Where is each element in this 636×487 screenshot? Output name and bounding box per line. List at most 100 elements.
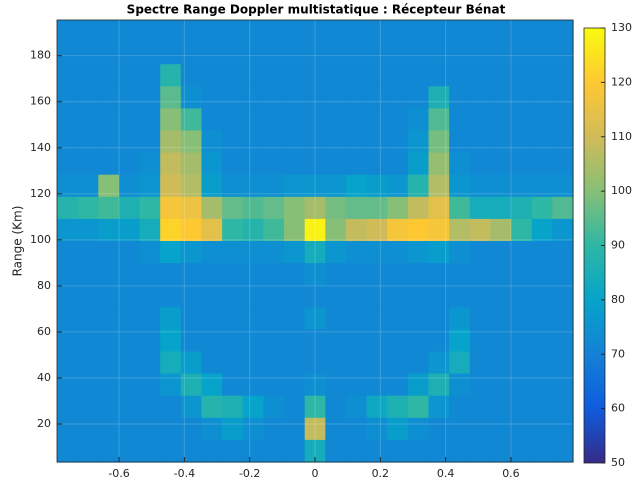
heat-cell [57, 417, 79, 441]
heat-cell [366, 152, 388, 176]
heat-cell [366, 108, 388, 132]
heat-cell [263, 285, 285, 308]
heat-cell [490, 130, 512, 154]
heat-cell [284, 241, 306, 264]
heat-cell [407, 351, 430, 375]
heat-cell [57, 42, 79, 65]
heat-cell [242, 395, 264, 419]
heat-cell [366, 196, 388, 220]
heat-cell [242, 42, 264, 65]
heat-cell [77, 174, 99, 198]
heat-cell [242, 64, 264, 87]
heat-cell [242, 417, 264, 441]
heat-cell [511, 86, 533, 109]
x-tick-label: 0.6 [502, 467, 520, 480]
heat-cell [242, 86, 264, 109]
heat-cell [201, 241, 223, 264]
y-tick-label: 120 [30, 187, 51, 200]
heat-cell [490, 108, 512, 132]
heat-cell [511, 307, 533, 330]
heat-cell [428, 196, 450, 220]
heat-cell [366, 42, 388, 65]
heat-cell [325, 174, 347, 198]
heat-cell [139, 152, 161, 176]
heat-cell [222, 152, 244, 176]
heat-cell [552, 439, 574, 463]
heat-cell [407, 196, 430, 220]
heat-cell [490, 329, 512, 353]
heat-cell [407, 439, 430, 463]
heat-cell [531, 263, 553, 286]
heat-cell [98, 263, 120, 286]
y-axis-label: Range (Km) [11, 206, 25, 277]
heat-cell [242, 20, 264, 43]
heat-cell [284, 218, 306, 242]
heat-cell [284, 351, 306, 375]
heat-cell [160, 329, 182, 353]
heat-cell [77, 395, 99, 419]
heat-cell [428, 395, 450, 419]
heat-cell [366, 395, 388, 419]
heat-cell [98, 42, 120, 65]
heat-cell [490, 20, 512, 43]
heat-cell [304, 351, 326, 375]
colorbar-tick-label: 70 [611, 347, 625, 360]
heat-cell [511, 241, 533, 264]
heat-cell [284, 329, 306, 353]
heat-cell [242, 285, 264, 308]
heat-cell [345, 351, 368, 375]
heat-cell [304, 395, 326, 419]
heat-cell [201, 285, 223, 308]
heat-cell [490, 42, 512, 65]
heat-cell [139, 86, 161, 109]
heat-cell [366, 20, 388, 43]
heat-cell [531, 329, 553, 353]
heat-cell [77, 108, 99, 132]
heat-cell [490, 241, 512, 264]
heat-cell [284, 395, 306, 419]
heat-cell [531, 351, 553, 375]
colorbar-tick-label: 110 [611, 130, 632, 143]
heat-cell [180, 42, 203, 65]
heat-cell [160, 241, 182, 264]
heat-cell [57, 218, 79, 242]
heat-cell [201, 351, 223, 375]
y-tick-label: 60 [37, 325, 51, 338]
heat-cell [77, 42, 99, 65]
heat-cell [180, 417, 203, 441]
heat-cell [160, 196, 182, 220]
heat-cell [98, 86, 120, 109]
heat-cell [201, 417, 223, 441]
heat-cell [366, 373, 388, 397]
x-tick-label: -0.2 [239, 467, 260, 480]
heat-cell [98, 395, 120, 419]
heat-cell [325, 196, 347, 220]
heat-cell [345, 86, 368, 109]
heat-cell [263, 439, 285, 463]
heat-cell [325, 20, 347, 43]
heat-cell [469, 64, 492, 87]
heat-cell [449, 130, 471, 154]
heat-cell [180, 108, 203, 132]
heat-cell [325, 263, 347, 286]
heat-cell [469, 196, 492, 220]
heat-cell [180, 196, 203, 220]
heat-cell [263, 351, 285, 375]
heat-cell [284, 196, 306, 220]
heat-cell [118, 42, 141, 65]
y-tick-label: 80 [37, 279, 51, 292]
heat-cell [490, 263, 512, 286]
heat-cell [222, 241, 244, 264]
heat-cell [118, 196, 141, 220]
heat-cell [98, 174, 120, 198]
heat-cell [57, 130, 79, 154]
heat-cell [263, 263, 285, 286]
heat-cell [139, 42, 161, 65]
heat-cell [511, 263, 533, 286]
heat-cell [449, 373, 471, 397]
heat-cell [366, 130, 388, 154]
heat-cell [77, 130, 99, 154]
x-tick-label: -0.6 [108, 467, 129, 480]
heat-cell [511, 218, 533, 242]
heat-cell [263, 395, 285, 419]
